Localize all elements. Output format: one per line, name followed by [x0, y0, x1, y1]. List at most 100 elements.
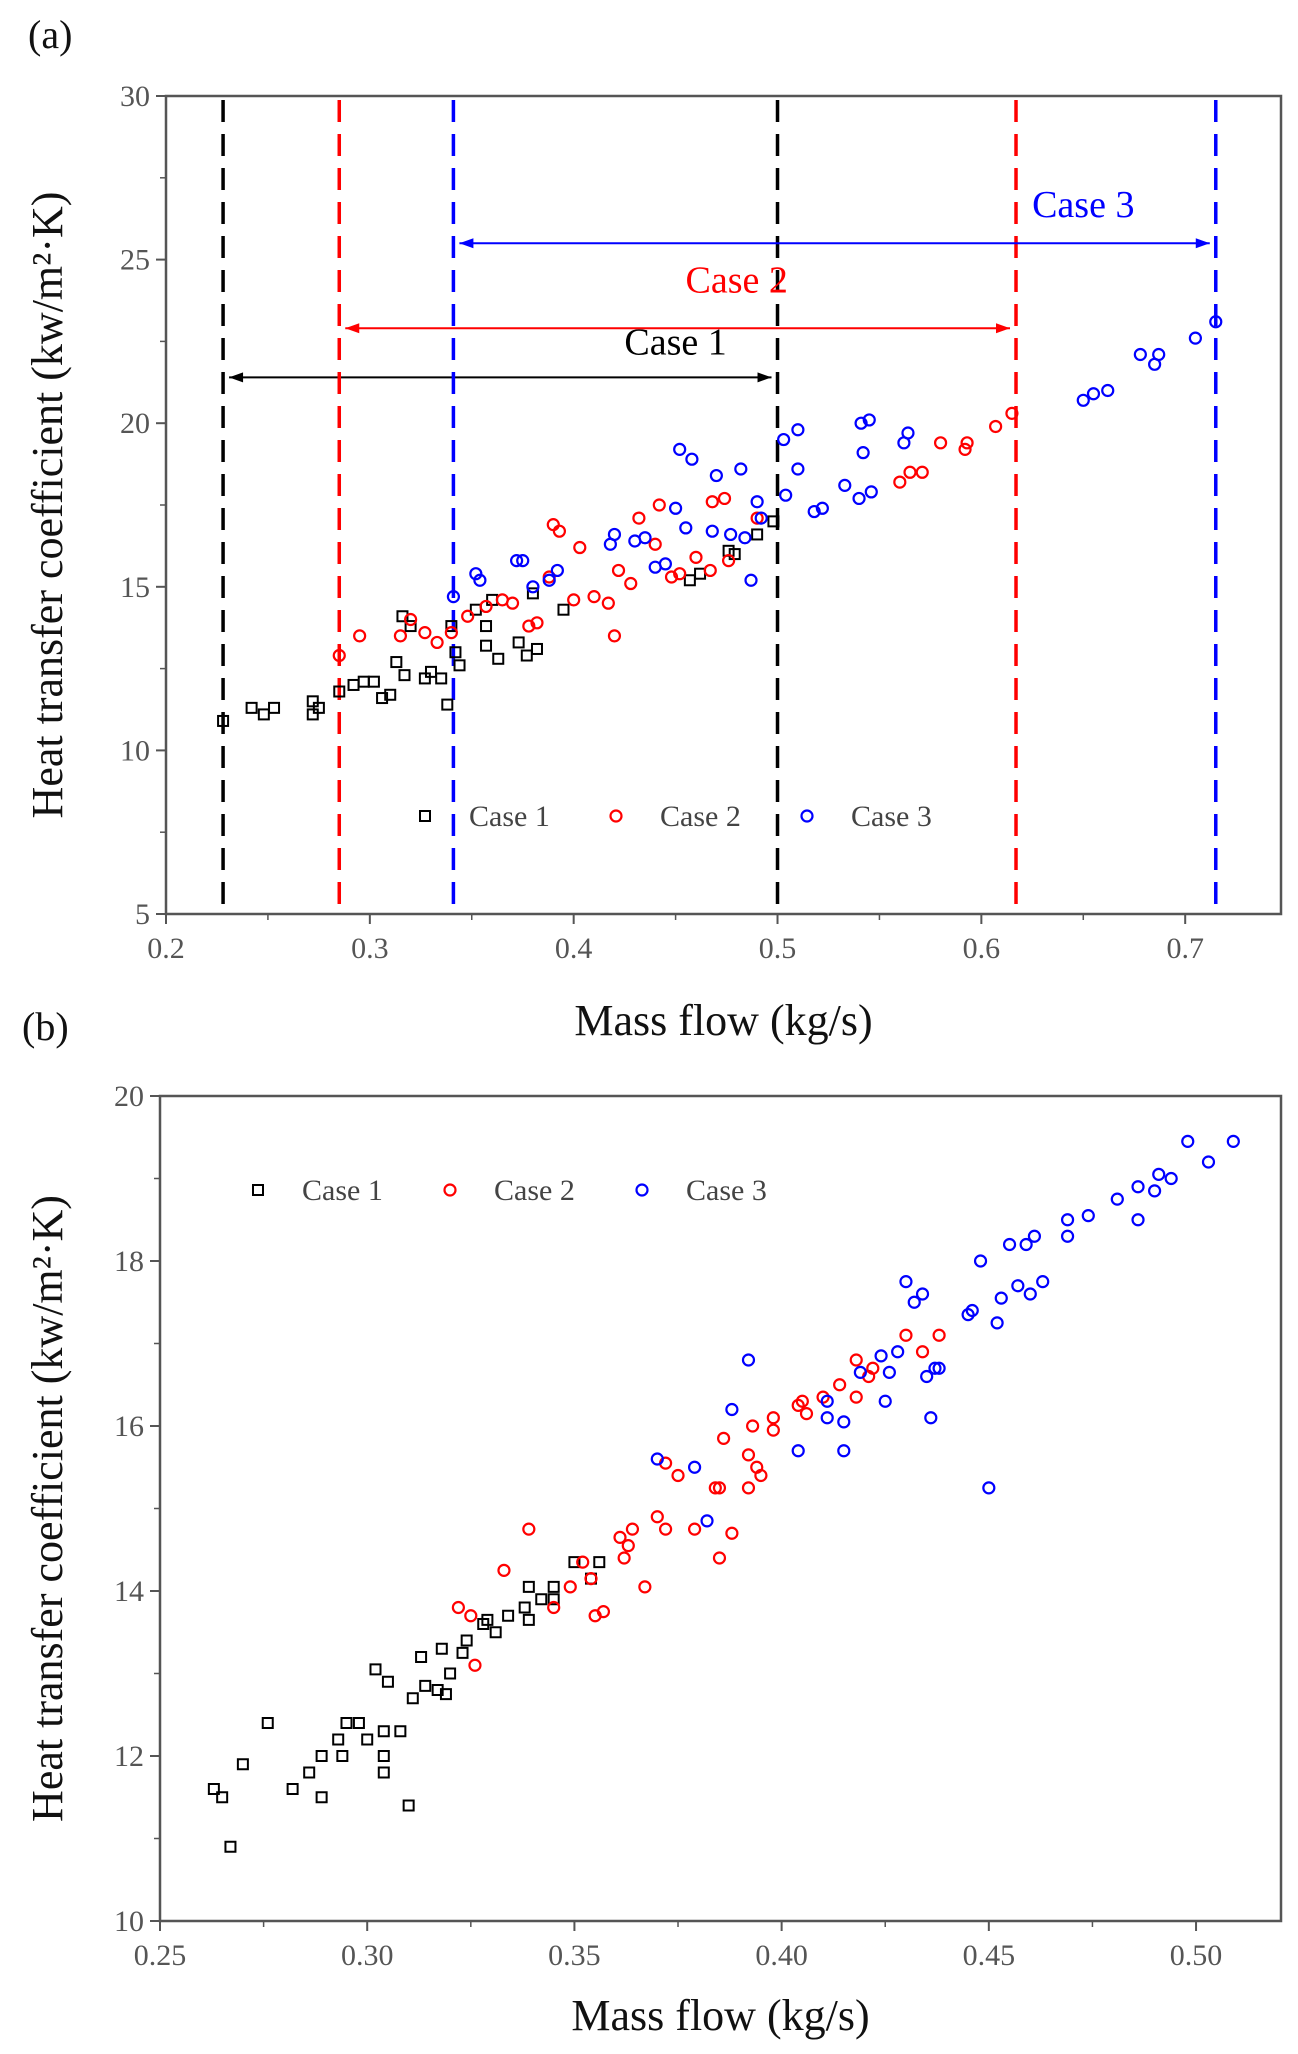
data-point-case-2 — [611, 563, 626, 578]
data-point-case-1 — [767, 515, 780, 528]
plot-frame — [158, 1094, 1283, 1923]
data-point-case-3 — [1027, 1229, 1042, 1243]
data-point-case-3 — [1152, 1167, 1166, 1181]
data-point-case-3 — [679, 521, 693, 535]
data-point-case-3 — [650, 1452, 664, 1466]
data-point-case-3 — [891, 1345, 905, 1359]
data-point-case-2 — [546, 518, 560, 532]
chart-panel-a: (a) 0.2 0.3 0.4 0.5 0.6 0.7 5 10 15 20 25 30 Mass flo… — [23, 12, 1283, 1045]
data-point-case-1 — [460, 1634, 473, 1647]
data-point-case-2 — [601, 596, 615, 610]
x-tick-label: 0.2 — [147, 932, 185, 965]
data-point-case-3 — [709, 468, 723, 483]
data-point-case-3 — [1148, 1184, 1162, 1198]
data-point-case-3 — [854, 416, 868, 430]
range-label: Case 3 — [1032, 184, 1134, 226]
data-point-case-2 — [505, 596, 520, 610]
legend-square-marker-icon — [419, 810, 431, 822]
data-point-case-3 — [837, 1415, 851, 1429]
data-point-case-2 — [712, 1551, 727, 1565]
data-point-case-1 — [404, 620, 417, 633]
data-point-case-3 — [516, 554, 530, 568]
data-point-case-2 — [563, 1580, 577, 1594]
x-tick-label: 0.40 — [755, 1939, 808, 1972]
x-tick-label: 0.50 — [1170, 1939, 1223, 1972]
data-point-case-3 — [550, 563, 564, 578]
data-point-case-1 — [489, 1626, 502, 1639]
x-tick-label: 0.5 — [759, 932, 797, 965]
data-point-case-2 — [632, 511, 646, 525]
data-point-case-1 — [381, 1675, 394, 1688]
data-point-case-2 — [754, 1468, 768, 1483]
data-point-case-3 — [750, 495, 764, 509]
data-point-case-1 — [347, 678, 360, 691]
arrow-head-left-icon — [229, 372, 244, 383]
data-point-case-2 — [625, 1522, 640, 1536]
data-point-case-3 — [1188, 331, 1202, 345]
data-point-case-2 — [717, 1431, 731, 1445]
data-point-case-2 — [687, 1522, 702, 1536]
data-point-case-1 — [728, 548, 741, 561]
data-point-case-1 — [522, 1613, 535, 1626]
y-tick-label: 12 — [114, 1740, 144, 1773]
data-point-case-1 — [268, 701, 281, 714]
data-point-case-1 — [257, 708, 270, 721]
data-point-case-3 — [907, 1295, 921, 1309]
legend-label: Case 3 — [851, 800, 932, 833]
data-point-case-1 — [456, 1646, 469, 1659]
legend-label: Case 2 — [494, 1174, 575, 1207]
data-point-case-3 — [1060, 1213, 1075, 1227]
data-point-case-3 — [754, 511, 768, 525]
data-point-case-2 — [584, 1572, 598, 1586]
data-point-case-2 — [552, 524, 567, 538]
x-tick-label: 0.25 — [134, 1939, 187, 1972]
data-point-case-3 — [638, 531, 652, 545]
data-point-case-1 — [332, 1733, 345, 1746]
data-point-case-3 — [1131, 1213, 1145, 1227]
data-point-case-1 — [377, 1766, 390, 1779]
data-point-case-2 — [648, 537, 662, 551]
data-point-case-1 — [333, 685, 346, 698]
data-point-case-2 — [795, 1394, 809, 1408]
data-point-case-3 — [853, 1365, 867, 1379]
chart-panel-b: (b) 0.25 0.30 0.35 0.40 0.45 0.50 10 12 14 16 18 20 M… — [22, 1004, 1283, 2040]
data-point-case-1 — [367, 675, 380, 688]
data-point-case-2 — [915, 465, 929, 479]
data-point-case-3 — [446, 590, 461, 604]
legend-label: Case 3 — [686, 1174, 767, 1207]
data-point-case-1 — [394, 1725, 407, 1738]
data-point-case-1 — [439, 1688, 452, 1701]
data-point-case-3 — [668, 501, 683, 515]
data-point-case-2 — [664, 570, 679, 584]
data-point-case-2 — [464, 1609, 478, 1623]
data-point-case-1 — [207, 1783, 220, 1795]
data-point-case-1 — [547, 1580, 560, 1593]
legend-square-marker-icon — [252, 1184, 264, 1196]
data-point-case-3 — [874, 1349, 888, 1363]
data-point-case-2 — [721, 554, 736, 568]
data-point-case-3 — [965, 1303, 979, 1318]
data-point-case-2 — [621, 1539, 635, 1553]
data-point-case-2 — [725, 1526, 739, 1540]
data-point-case-3 — [791, 1444, 805, 1458]
data-point-case-3 — [1101, 383, 1115, 398]
data-point-case-3 — [837, 1444, 851, 1458]
data-point-case-3 — [920, 1369, 934, 1384]
data-point-case-1 — [502, 1609, 515, 1622]
data-point-case-2 — [960, 436, 974, 450]
y-tick-label: 5 — [135, 898, 150, 931]
data-point-case-3 — [658, 557, 673, 571]
data-point-case-3 — [1226, 1134, 1240, 1148]
data-point-case-3 — [862, 413, 876, 427]
data-point-case-1 — [406, 1692, 419, 1705]
arrow-head-right-icon — [996, 323, 1011, 334]
data-point-case-1 — [424, 665, 437, 678]
data-point-case-1 — [547, 1593, 560, 1606]
legend-label: Case 1 — [302, 1174, 383, 1207]
data-point-case-1 — [526, 587, 539, 600]
data-point-case-1 — [453, 659, 466, 672]
data-point-case-3 — [928, 1361, 942, 1375]
data-point-case-1 — [398, 669, 411, 682]
data-point-case-1 — [492, 652, 505, 665]
